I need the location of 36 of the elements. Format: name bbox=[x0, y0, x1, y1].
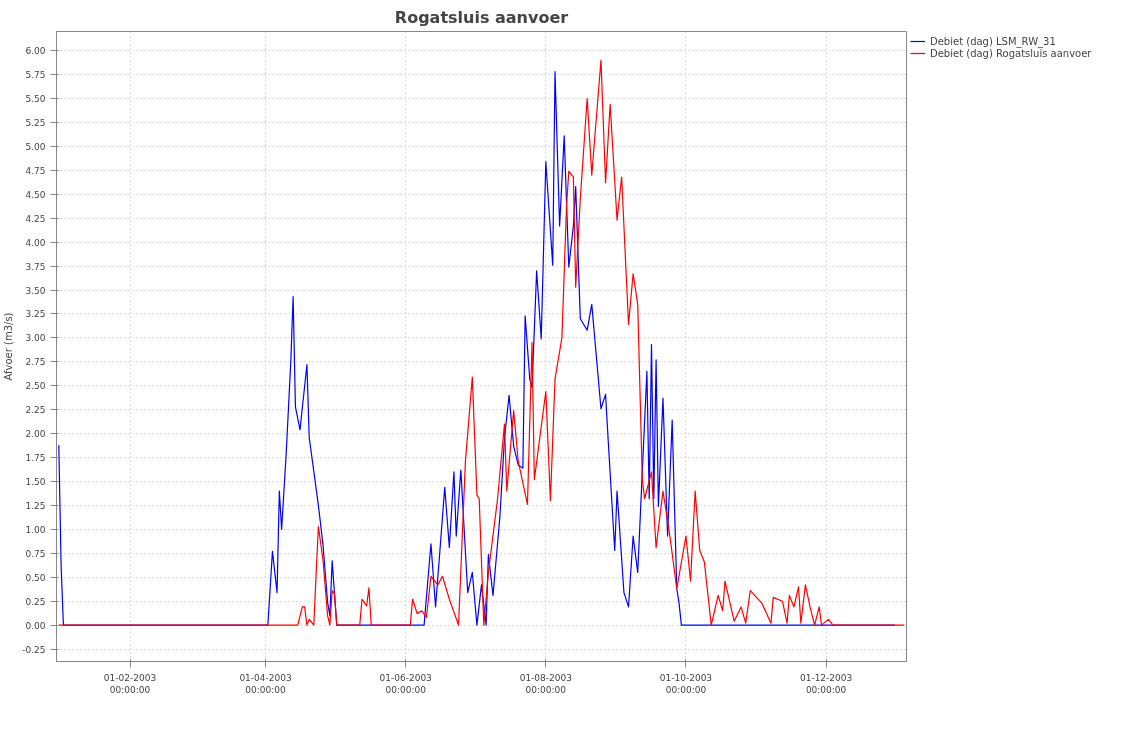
y-tick-label: 5.75 bbox=[25, 70, 46, 81]
y-tick-label: 2.25 bbox=[25, 405, 46, 416]
y-tick-label: 2.75 bbox=[25, 357, 46, 368]
x-tick-label: 01-02-2003 00:00:00 bbox=[103, 672, 157, 695]
y-tick-label: 3.50 bbox=[25, 285, 46, 296]
y-tick-label: 4.50 bbox=[25, 189, 46, 200]
legend-label: Debiet (dag) LSM_RW_31 bbox=[930, 35, 1056, 47]
y-tick-label: 2.50 bbox=[25, 381, 46, 392]
x-tick-label: 01-06-2003 00:00:00 bbox=[379, 672, 432, 695]
chart-title: Rogatsluis aanvoer bbox=[394, 7, 569, 27]
y-tick-label: 6.00 bbox=[25, 46, 46, 57]
y-tick-label: 3.00 bbox=[25, 333, 46, 344]
y-tick-label: 1.00 bbox=[25, 524, 46, 535]
y-tick-label: 2.00 bbox=[25, 429, 46, 440]
y-tick-label: 0.25 bbox=[25, 596, 46, 607]
x-tick-label: 01-04-2003 00:00:00 bbox=[239, 672, 292, 695]
y-tick-label: 1.75 bbox=[25, 453, 46, 464]
y-tick-label: 0.50 bbox=[25, 572, 46, 583]
y-tick-label: 0.00 bbox=[25, 620, 46, 631]
y-tick-label: 5.00 bbox=[25, 141, 46, 152]
x-tick-label: 01-12-2003 00:00:00 bbox=[799, 672, 853, 695]
y-tick-label: 4.00 bbox=[25, 237, 46, 248]
y-axis-title: Afvoer (m3/s) bbox=[3, 312, 15, 381]
y-tick-label: 3.25 bbox=[25, 309, 46, 320]
y-tick-label: -0.25 bbox=[22, 644, 46, 655]
y-tick-label: 5.50 bbox=[25, 94, 46, 105]
y-tick-label: 1.25 bbox=[25, 500, 46, 511]
y-tick-label: 5.25 bbox=[25, 117, 46, 128]
x-tick-label: 01-08-2003 00:00:00 bbox=[519, 672, 572, 695]
y-tick-label: 4.75 bbox=[25, 165, 46, 176]
y-tick-label: 1.50 bbox=[25, 477, 46, 487]
y-tick-label: 0.75 bbox=[25, 548, 46, 559]
x-tick-label: 01-10-2003 00:00:00 bbox=[659, 672, 713, 695]
legend-label: Debiet (dag) Rogatsluis aanvoer bbox=[930, 47, 1092, 59]
y-tick-label: 3.75 bbox=[25, 261, 46, 272]
y-tick-label: 4.25 bbox=[25, 213, 46, 224]
